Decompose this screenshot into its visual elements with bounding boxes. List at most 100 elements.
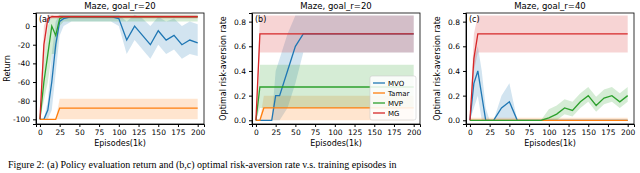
y-tick: 0.0: [234, 116, 252, 125]
x-tick: 50: [75, 124, 85, 137]
y-tick-mark: [249, 120, 252, 121]
y-tick-label: -100: [13, 115, 30, 124]
x-tick: 150: [582, 124, 597, 137]
title: Maze, goal_r=20: [300, 1, 372, 11]
legend-box: [370, 76, 416, 120]
y-tick: 0.0: [448, 116, 466, 125]
x-tick-mark: [414, 124, 415, 127]
x-tick-label: 200: [621, 128, 636, 137]
x-tick-mark: [355, 124, 356, 127]
y-tick: 0.6: [448, 42, 466, 51]
y-tick-mark: [33, 63, 36, 64]
y-tick-mark: [249, 96, 252, 97]
x-tick-label: 175: [601, 128, 616, 137]
panel: 02550751001251501752000.00.20.40.60.8Maz…: [433, 1, 636, 148]
band: [256, 65, 414, 121]
caption: Figure 2: (a) Policy evaluation return a…: [8, 159, 396, 171]
y-tick-label: -80: [18, 97, 30, 106]
band: [40, 15, 198, 119]
y-tick-label: 0.0: [448, 116, 460, 125]
x-tick: 75: [95, 124, 105, 137]
x-tick-label: 0: [468, 128, 473, 137]
y-axis: 0.0 0.2 0.4 0.6 0.8: [234, 14, 252, 126]
x-tick: 175: [601, 124, 616, 137]
line: [40, 108, 198, 119]
y-tick-mark: [33, 45, 36, 46]
y-tick-label: 0.0: [234, 116, 246, 125]
line: [40, 17, 198, 120]
y-tick: 0.8: [234, 18, 252, 27]
y-tick-mark: [249, 46, 252, 47]
x-tick: 175: [387, 124, 402, 137]
x-tick: 150: [368, 124, 383, 137]
x-tick-mark: [99, 124, 100, 127]
y-tick-mark: [249, 22, 252, 23]
x-tick-mark: [529, 124, 530, 127]
x-tick-label: 25: [55, 128, 65, 137]
x-axis-title: Episodes(1k): [310, 139, 362, 148]
x-tick: 200: [407, 124, 422, 137]
x-tick-mark: [198, 124, 199, 127]
x-tick: 0: [468, 124, 473, 137]
y-tick-mark: [463, 71, 466, 72]
x-tick-mark: [60, 124, 61, 127]
x-tick: 100: [328, 124, 343, 137]
title: Maze, goal_r=20: [84, 1, 156, 11]
y-tick-label: 0.6: [234, 42, 246, 51]
x-tick-mark: [139, 124, 140, 127]
x-tick-mark: [549, 124, 550, 127]
y-tick-mark: [463, 120, 466, 121]
panel: 02550751001251501752000.00.20.40.60.8Maz…: [219, 1, 422, 148]
y-tick-mark: [33, 119, 36, 120]
x-tick-mark: [276, 124, 277, 127]
plot-area: [40, 15, 198, 119]
x-tick-label: 175: [171, 128, 186, 137]
plot-area: [256, 15, 414, 120]
x-tick-label: 75: [525, 128, 535, 137]
y-tick-label: 0.2: [234, 92, 246, 101]
line: [470, 96, 628, 121]
y-tick: 0.4: [234, 67, 252, 76]
x-tick-label: 25: [271, 128, 281, 137]
x-tick-mark: [608, 124, 609, 127]
x-tick: 125: [562, 124, 577, 137]
y-tick-label: -40: [18, 59, 30, 68]
x-tick: 125: [348, 124, 363, 137]
legend-swatch: [373, 92, 385, 93]
y-tick: 0.6: [234, 42, 252, 51]
panel: 0255075100125150175200-100-80-60-40-200M…: [3, 1, 206, 148]
x-tick-mark: [588, 124, 589, 127]
x-tick-mark: [79, 124, 80, 127]
y-tick: -60: [18, 78, 36, 87]
x-axis: 0255075100125150175200: [467, 124, 636, 137]
x-tick: 175: [171, 124, 186, 137]
frame: [252, 13, 420, 124]
x-tick-label: 125: [132, 128, 147, 137]
x-tick-label: 125: [562, 128, 577, 137]
x-tick-mark: [119, 124, 120, 127]
x-tick-mark: [335, 124, 336, 127]
y-tick-label: -20: [18, 41, 30, 50]
frame: [466, 13, 634, 124]
y-tick-mark: [463, 46, 466, 47]
x-tick-mark: [158, 124, 159, 127]
band: [40, 15, 198, 119]
y-tick: 0.4: [448, 67, 466, 76]
band: [470, 46, 628, 120]
legend-swatch: [373, 82, 385, 83]
title: Maze, goal_r=40: [514, 1, 586, 11]
x-tick-label: 50: [291, 128, 301, 137]
x-tick-mark: [315, 124, 316, 127]
legend-swatch: [373, 102, 385, 103]
legend-swatch: [373, 112, 385, 113]
y-axis-title: Optimal risk-aversion rate: [219, 16, 228, 120]
x-tick: 150: [152, 124, 167, 137]
figure: 0255075100125150175200-100-80-60-40-200M…: [0, 0, 640, 173]
y-tick-mark: [463, 96, 466, 97]
x-tick-mark: [490, 124, 491, 127]
x-tick-label: 75: [311, 128, 321, 137]
line: [470, 34, 628, 120]
x-axis: 0255075100125150175200: [253, 124, 422, 137]
y-tick-mark: [33, 82, 36, 83]
y-tick: 0.8: [448, 18, 466, 27]
